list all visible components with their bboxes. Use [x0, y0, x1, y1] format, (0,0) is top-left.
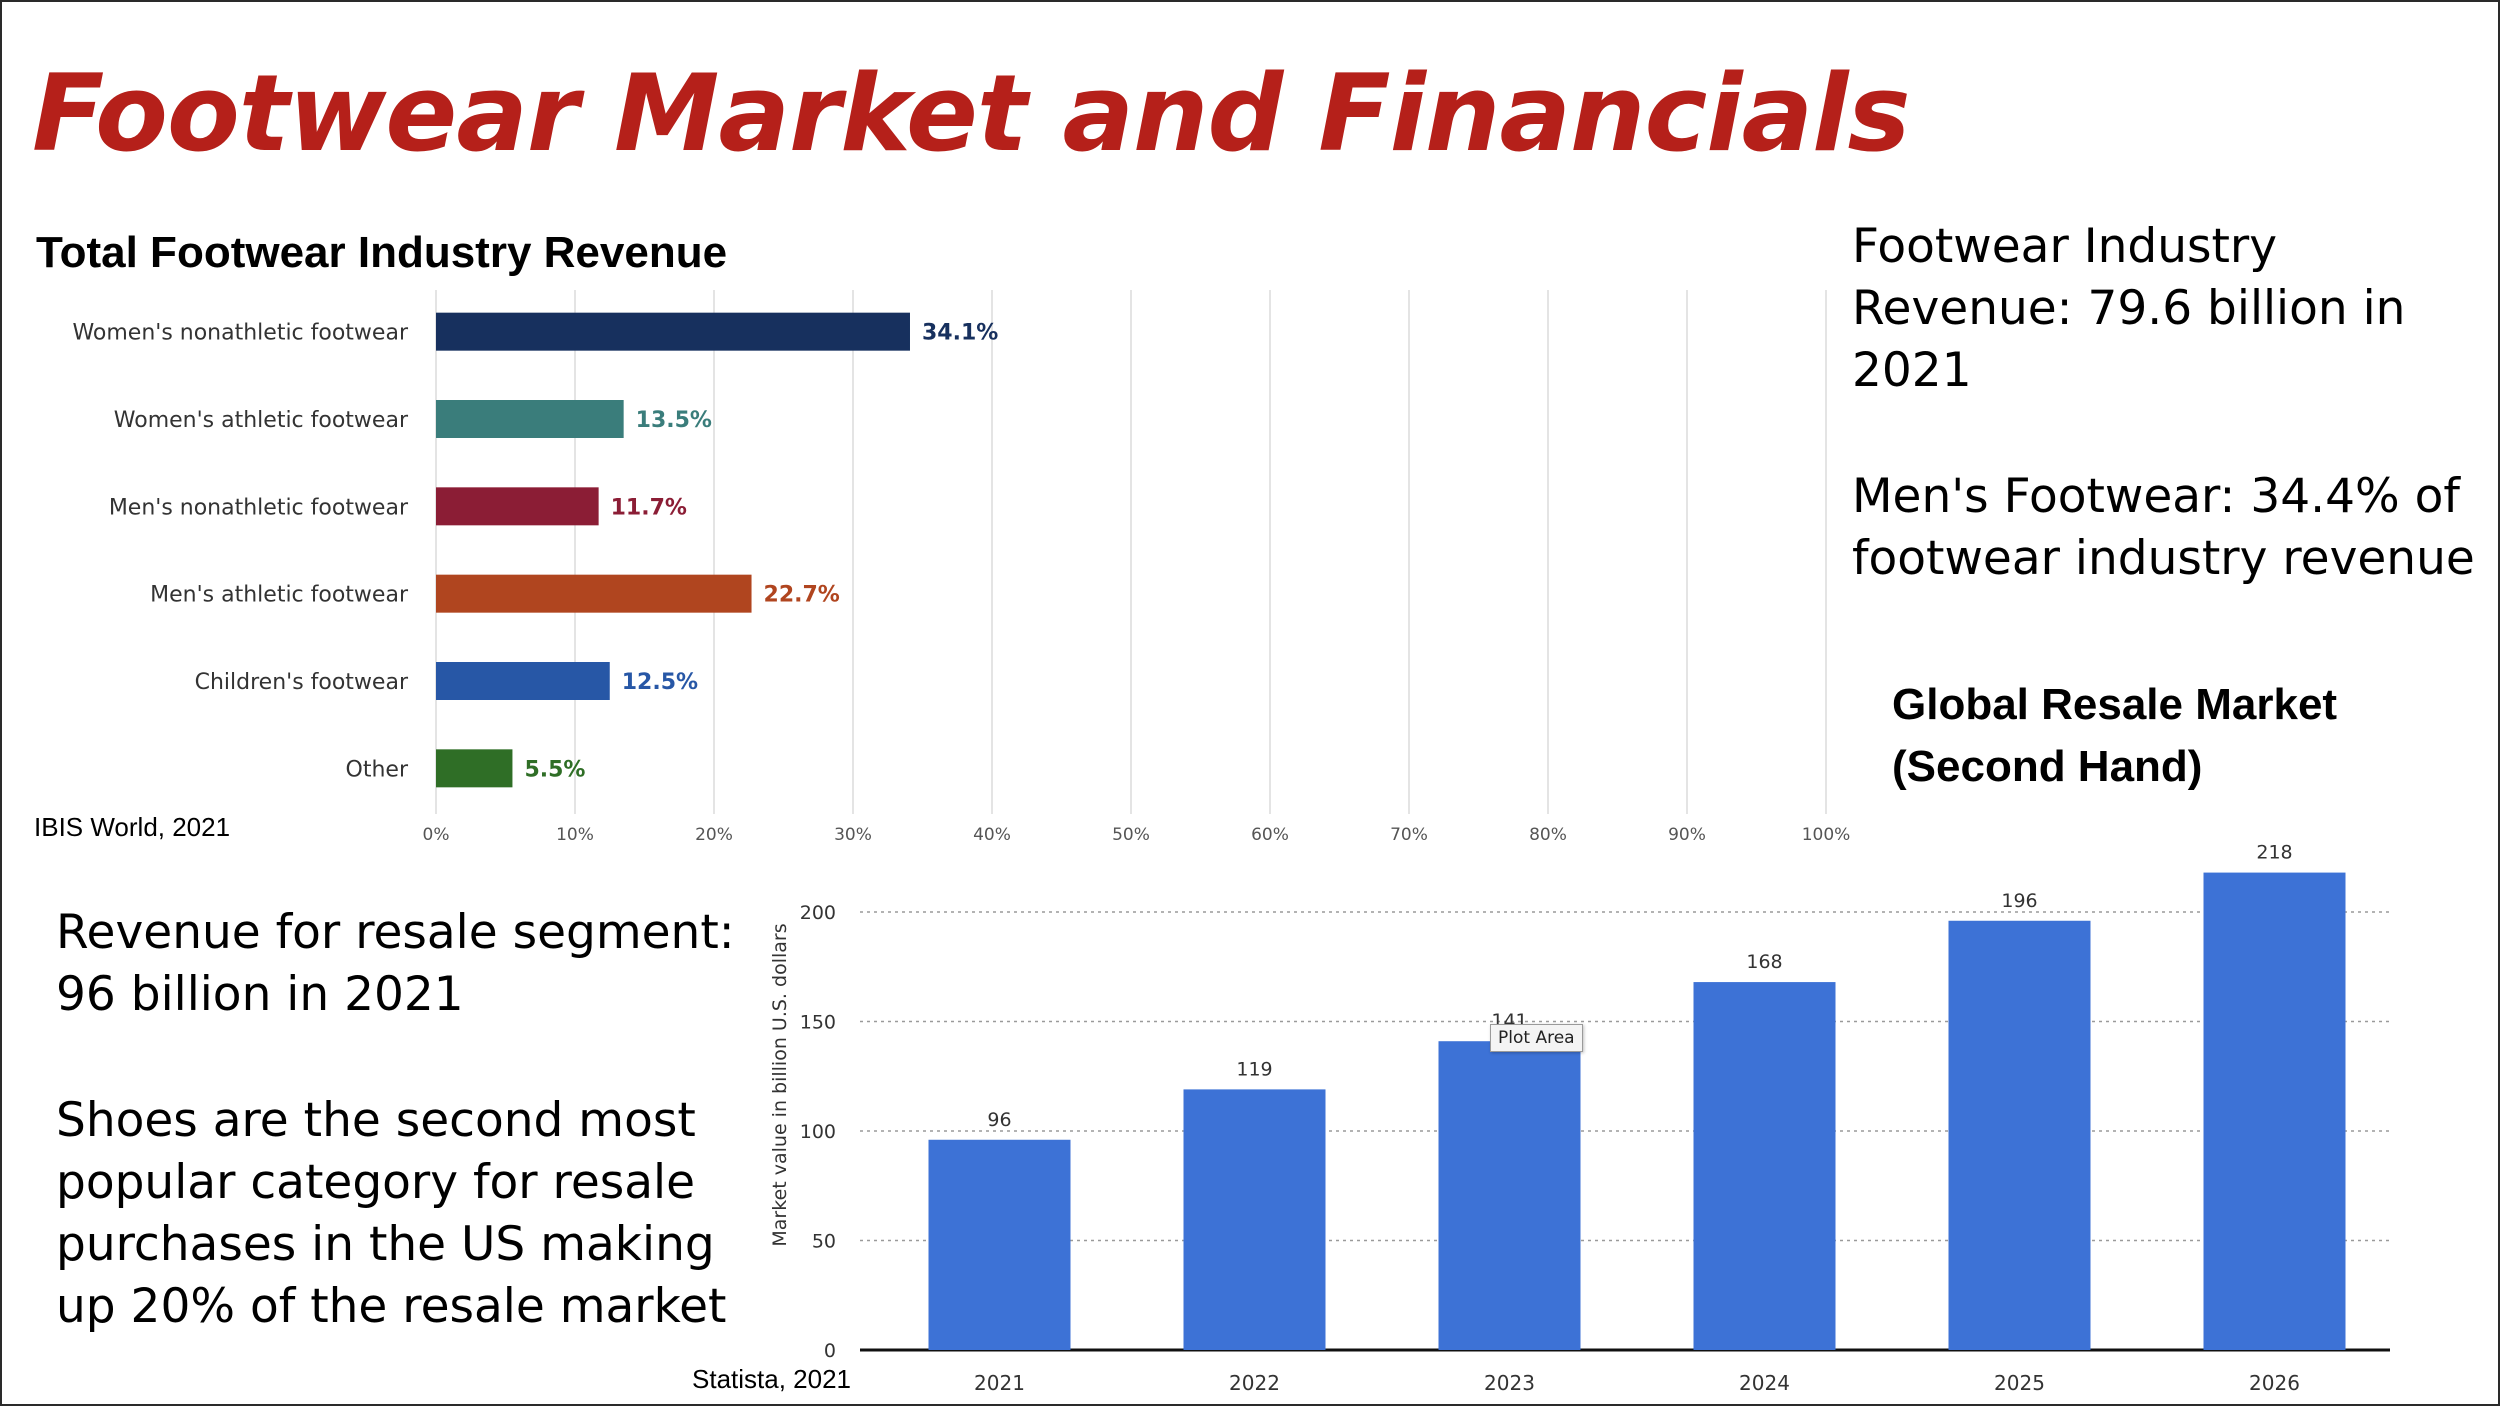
column-y-axis-label: Market value in billion U.S. dollars — [769, 923, 791, 1246]
industry-revenue-text: Footwear Industry Revenue: 79.6 billion … — [1852, 219, 2406, 398]
bar-x-tick-label: 80% — [1529, 825, 1567, 845]
column-bar-2023 — [1438, 1041, 1581, 1350]
column-x-tick-label: 2023 — [1484, 1371, 1535, 1395]
bar-data-label: 22.7% — [764, 583, 840, 608]
column-chart-source: Statista, 2021 — [692, 1364, 851, 1394]
bar-chart-title: Total Footwear Industry Revenue — [36, 228, 728, 277]
bar-x-tick-label: 40% — [973, 825, 1011, 845]
column-y-tick-label: 100 — [800, 1121, 836, 1143]
bar-x-tick-label: 0% — [423, 825, 450, 845]
bar-category-label: Women's athletic footwear — [114, 408, 409, 433]
column-y-tick-label: 200 — [800, 902, 836, 924]
resale-revenue-text: Revenue for resale segment: 96 billion i… — [56, 905, 735, 1022]
bar-children-s-footwear — [436, 662, 610, 700]
bar-data-label: 5.5% — [524, 757, 585, 782]
bar-category-label: Women's nonathletic footwear — [72, 321, 409, 346]
shoes-resale-text: Shoes are the second most popular catego… — [56, 1093, 727, 1334]
bar-men-s-athletic-footwear — [436, 574, 752, 613]
bar-x-tick-label: 70% — [1390, 825, 1428, 845]
bar-data-label: 34.1% — [922, 321, 998, 346]
column-plot-area — [860, 857, 2390, 1350]
bar-women-s-athletic-footwear — [436, 400, 624, 438]
column-data-label: 119 — [1236, 1058, 1272, 1080]
column-bar-2024 — [1693, 982, 1836, 1350]
bar-category-label: Children's footwear — [195, 670, 409, 695]
bar-men-s-nonathletic-footwear — [436, 487, 599, 526]
column-y-tick-label: 150 — [800, 1012, 836, 1034]
column-data-label: 96 — [987, 1109, 1011, 1131]
column-y-tick-label: 50 — [812, 1231, 836, 1253]
resale-chart-title: Global Resale Market (Second Hand) — [1892, 680, 2338, 791]
column-data-label: 218 — [2256, 842, 2292, 864]
plot-area-tooltip: Plot Area — [1490, 1024, 1583, 1052]
bar-category-label: Men's athletic footwear — [150, 583, 409, 608]
column-bar-2026 — [2203, 872, 2346, 1350]
column-x-tick-label: 2026 — [2249, 1371, 2300, 1395]
bar-women-s-nonathletic-footwear — [436, 312, 910, 351]
column-x-tick-label: 2022 — [1229, 1371, 1280, 1395]
column-data-label: 168 — [1746, 951, 1782, 973]
bar-x-tick-label: 30% — [834, 825, 872, 845]
bar-x-tick-label: 100% — [1802, 825, 1851, 845]
column-y-tick-label: 0 — [824, 1340, 836, 1362]
bar-data-label: 12.5% — [622, 670, 698, 695]
column-bar-2025 — [1948, 920, 2091, 1350]
bar-data-label: 11.7% — [611, 495, 687, 520]
bar-category-label: Men's nonathletic footwear — [109, 495, 409, 520]
column-x-tick-label: 2021 — [974, 1371, 1025, 1395]
column-x-tick-label: 2024 — [1739, 1371, 1790, 1395]
bar-x-tick-label: 90% — [1668, 825, 1706, 845]
bar-x-tick-label: 50% — [1112, 825, 1150, 845]
bar-category-label: Other — [346, 757, 409, 782]
page-title: Footwear Market and Financials — [32, 52, 1911, 175]
bar-x-tick-label: 60% — [1251, 825, 1289, 845]
column-bar-2021 — [928, 1139, 1071, 1350]
column-x-tick-label: 2025 — [1994, 1371, 2045, 1395]
bar-data-label: 13.5% — [636, 408, 712, 433]
bar-chart-source: IBIS World, 2021 — [34, 812, 231, 842]
column-data-label: 196 — [2001, 890, 2037, 912]
footwear-revenue-bar-chart: 0% 10% 20% 30% 40% 50% 60% 70% 80% 90% 100% Women's… — [72, 290, 1851, 845]
bar-x-tick-label: 10% — [556, 825, 594, 845]
bar-other — [436, 749, 513, 788]
mens-share-text: Men's Footwear: 34.4% of footwear indust… — [1852, 469, 2475, 586]
column-bar-2022 — [1183, 1089, 1326, 1350]
bar-x-tick-label: 20% — [695, 825, 733, 845]
